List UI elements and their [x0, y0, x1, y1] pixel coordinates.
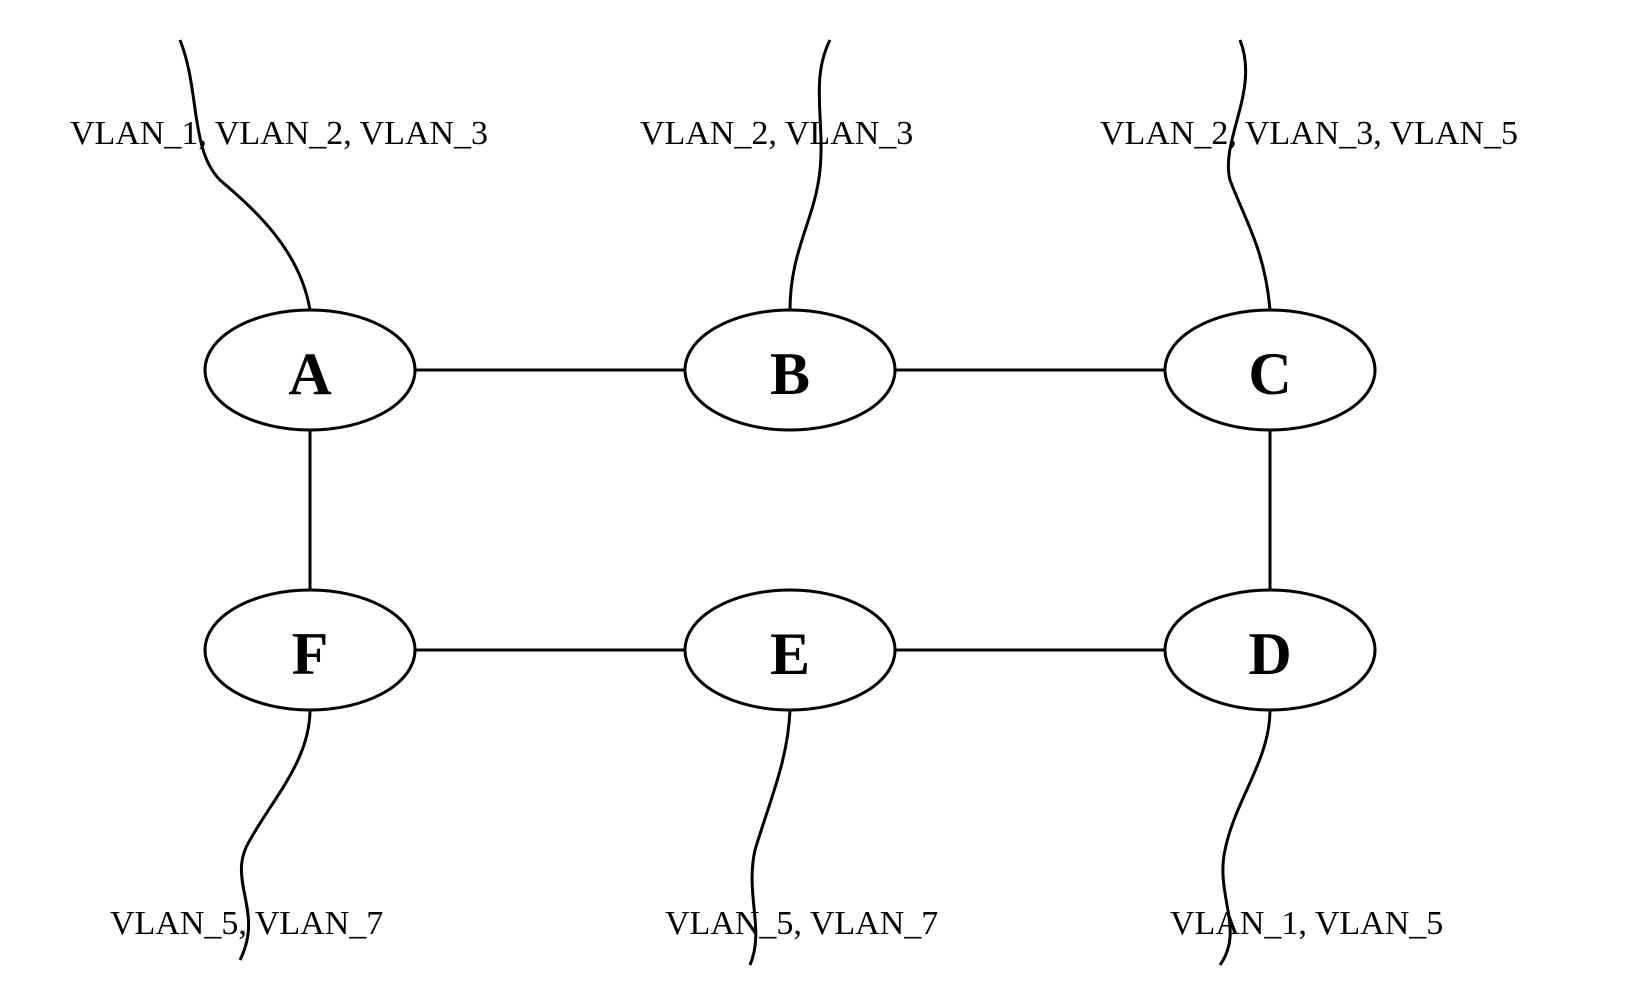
tail-C [1228, 40, 1270, 310]
node-label-B: B [770, 341, 810, 407]
node-F: F [205, 590, 415, 710]
node-label-F: F [292, 621, 329, 687]
tail-B [790, 40, 830, 310]
tail-A [180, 40, 310, 310]
node-A: A [205, 310, 415, 430]
vlan-label-F: VLAN_5, VLAN_7 [110, 905, 383, 943]
vlan-label-B: VLAN_2, VLAN_3 [640, 115, 913, 153]
node-D: D [1165, 590, 1375, 710]
node-C: C [1165, 310, 1375, 430]
vlan-label-E: VLAN_5, VLAN_7 [665, 905, 938, 943]
vlan-label-C: VLAN_2, VLAN_3, VLAN_5 [1100, 115, 1518, 153]
nodes-group: A B C F E D [205, 310, 1375, 710]
node-label-D: D [1248, 621, 1291, 687]
node-B: B [685, 310, 895, 430]
tails-group [180, 40, 1270, 965]
node-label-E: E [770, 621, 810, 687]
node-E: E [685, 590, 895, 710]
vlan-label-A: VLAN_1, VLAN_2, VLAN_3 [70, 115, 488, 153]
vlan-label-D: VLAN_1, VLAN_5 [1170, 905, 1443, 943]
diagram-container: { "diagram": { "type": "network", "backg… [0, 0, 1642, 981]
node-label-A: A [288, 341, 331, 407]
node-label-C: C [1248, 341, 1291, 407]
